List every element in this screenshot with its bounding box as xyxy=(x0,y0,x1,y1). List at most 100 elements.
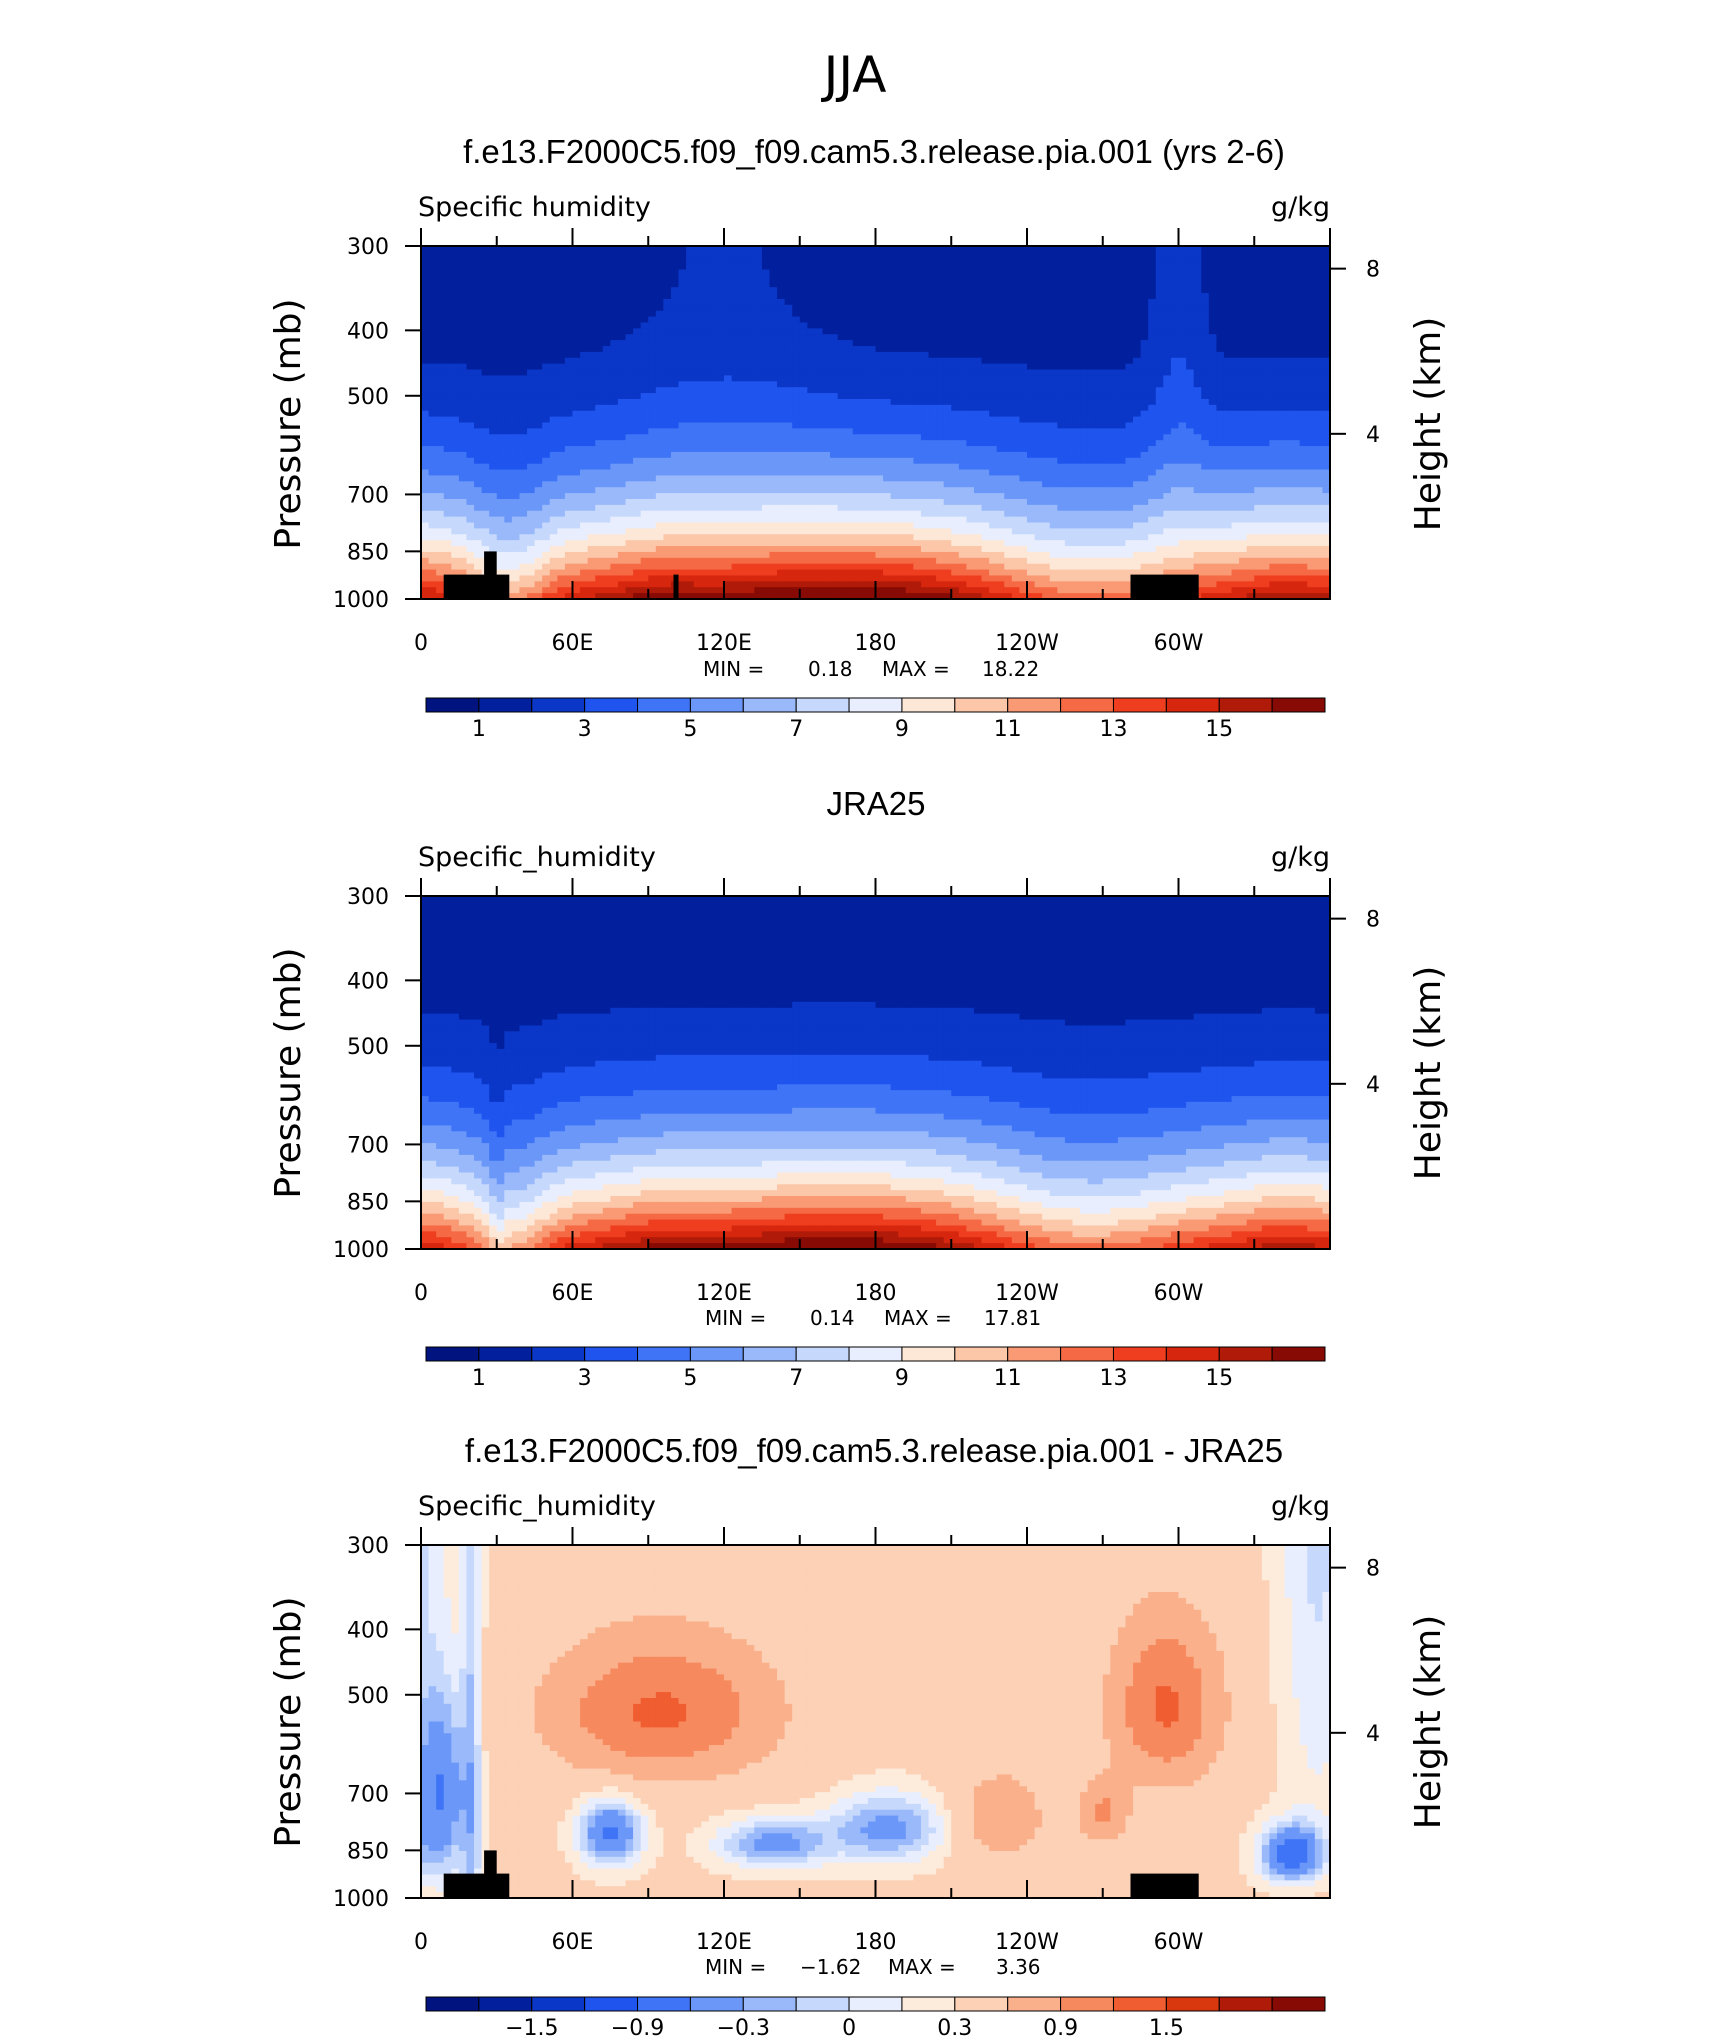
contour-cell xyxy=(1223,287,1233,294)
contour-cell xyxy=(724,393,733,400)
contour-cell xyxy=(951,369,960,377)
contour-cell xyxy=(966,351,975,359)
contour-cell xyxy=(1011,269,1021,277)
contour-cell xyxy=(716,257,725,265)
contour-cell xyxy=(1042,346,1051,353)
contour-cell xyxy=(867,304,877,312)
contour-cell xyxy=(807,275,816,282)
contour-cell xyxy=(466,357,475,365)
contour-cell xyxy=(822,304,831,312)
contour-cell xyxy=(769,293,778,300)
contour-cell xyxy=(981,257,990,265)
contour-cell xyxy=(693,298,702,306)
contour-cell xyxy=(1246,434,1255,441)
contour-cell xyxy=(549,346,558,353)
contour-cell xyxy=(1216,475,1225,482)
contour-cell xyxy=(1125,422,1134,429)
contour-cell xyxy=(754,263,763,271)
contour-cell xyxy=(1072,422,1081,429)
contour-cell xyxy=(1261,387,1271,394)
contour-cell xyxy=(1133,375,1142,382)
contour-cell xyxy=(1314,410,1324,418)
contour-cell xyxy=(1170,298,1180,306)
contour-cell xyxy=(443,363,452,371)
contour-cell xyxy=(1208,481,1217,488)
contour-cell xyxy=(504,440,513,447)
contour-cell xyxy=(1102,475,1111,482)
contour-cell xyxy=(428,487,437,494)
contour-cell xyxy=(890,246,899,253)
contour-cell xyxy=(708,246,718,253)
contour-cell xyxy=(1269,351,1278,359)
contour-cell xyxy=(1117,316,1127,324)
contour-cell xyxy=(693,275,702,282)
contour-cell xyxy=(1140,398,1149,406)
contour-cell xyxy=(549,316,558,324)
contour-cell xyxy=(595,457,604,465)
contour-cell xyxy=(951,398,960,406)
contour-cell xyxy=(898,416,907,424)
contour-cell xyxy=(496,369,505,377)
contour-cell xyxy=(648,475,657,482)
contour-cell xyxy=(943,298,952,306)
contour-cell xyxy=(564,275,574,282)
contour-cell xyxy=(777,316,786,324)
contour-cell xyxy=(489,293,498,300)
contour-cell xyxy=(587,357,596,365)
contour-cell xyxy=(678,346,687,353)
contour-cell xyxy=(1155,398,1164,406)
contour-cell xyxy=(830,363,839,371)
contour-cell xyxy=(610,310,619,318)
contour-cell xyxy=(996,434,1005,441)
contour-cell xyxy=(1314,440,1324,447)
contour-cell xyxy=(875,293,884,300)
contour-cell xyxy=(1239,246,1248,253)
contour-cell xyxy=(1140,340,1149,347)
contour-cell xyxy=(1117,393,1127,400)
contour-cell xyxy=(1170,398,1180,406)
contour-cell xyxy=(1080,334,1089,341)
contour-cell xyxy=(898,387,907,394)
contour-cell xyxy=(474,434,483,441)
contour-cell xyxy=(777,457,786,465)
contour-cell xyxy=(837,469,846,477)
contour-cell xyxy=(913,275,922,282)
contour-cell xyxy=(640,269,649,277)
contour-cell xyxy=(1034,463,1043,471)
contour-cell xyxy=(534,369,543,377)
contour-cell xyxy=(852,257,861,265)
contour-cell xyxy=(920,487,930,494)
contour-cell xyxy=(724,446,733,453)
contour-cell xyxy=(731,363,740,371)
contour-cell xyxy=(511,375,521,382)
contour-cell xyxy=(466,363,475,371)
contour-cell xyxy=(489,457,498,465)
contour-cell xyxy=(716,404,725,412)
contour-cell xyxy=(421,375,430,382)
contour-cell xyxy=(519,451,528,459)
contour-cell xyxy=(1004,398,1013,406)
contour-cell xyxy=(1193,440,1202,447)
contour-cell xyxy=(481,451,490,459)
contour-cell xyxy=(860,404,869,412)
contour-cell xyxy=(1140,387,1149,394)
contour-cell xyxy=(1057,310,1066,318)
contour-cell xyxy=(1284,346,1293,353)
contour-cell xyxy=(1011,381,1021,388)
contour-cell xyxy=(1208,398,1217,406)
contour-cell xyxy=(1186,416,1195,424)
contour-cell xyxy=(1163,398,1172,406)
contour-cell xyxy=(686,446,695,453)
contour-cell xyxy=(852,434,861,441)
contour-cell xyxy=(746,416,755,424)
contour-cell xyxy=(1246,334,1255,341)
contour-cell xyxy=(1140,393,1149,400)
contour-cell xyxy=(655,357,665,365)
contour-cell xyxy=(504,275,513,282)
contour-cell xyxy=(814,357,824,365)
contour-cell xyxy=(890,304,899,312)
contour-cell xyxy=(1004,246,1013,253)
contour-cell xyxy=(701,428,710,435)
contour-cell xyxy=(1276,457,1286,465)
contour-cell xyxy=(1110,293,1119,300)
